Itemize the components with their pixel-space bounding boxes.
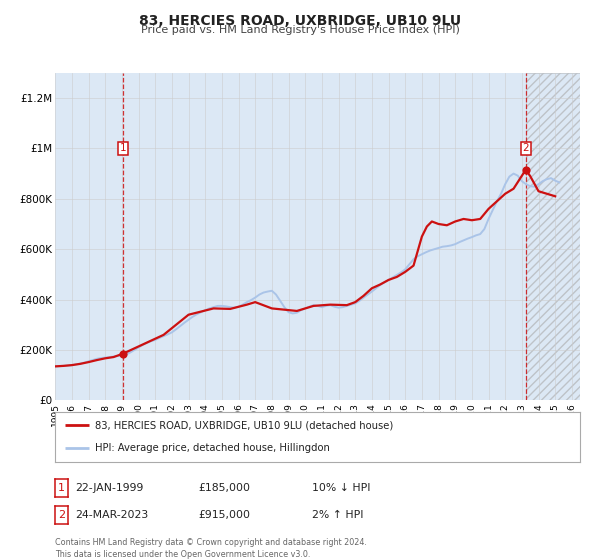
Bar: [526, 73, 580, 400]
Text: £915,000: £915,000: [198, 510, 250, 520]
Text: 83, HERCIES ROAD, UXBRIDGE, UB10 9LU: 83, HERCIES ROAD, UXBRIDGE, UB10 9LU: [139, 14, 461, 28]
Text: 2% ↑ HPI: 2% ↑ HPI: [312, 510, 364, 520]
Text: 24-MAR-2023: 24-MAR-2023: [75, 510, 148, 520]
Point: [521, 165, 530, 174]
Text: HPI: Average price, detached house, Hillingdon: HPI: Average price, detached house, Hill…: [95, 444, 329, 454]
Point: [118, 349, 127, 358]
Text: 1: 1: [119, 143, 126, 153]
Text: 2: 2: [58, 510, 65, 520]
Text: 22-JAN-1999: 22-JAN-1999: [75, 483, 143, 493]
Text: Contains HM Land Registry data © Crown copyright and database right 2024.
This d: Contains HM Land Registry data © Crown c…: [55, 538, 367, 559]
Text: Price paid vs. HM Land Registry's House Price Index (HPI): Price paid vs. HM Land Registry's House …: [140, 25, 460, 35]
Text: 2: 2: [523, 143, 529, 153]
Bar: [526, 73, 580, 400]
Text: 10% ↓ HPI: 10% ↓ HPI: [312, 483, 371, 493]
Text: 1: 1: [58, 483, 65, 493]
Text: £185,000: £185,000: [198, 483, 250, 493]
Text: 83, HERCIES ROAD, UXBRIDGE, UB10 9LU (detached house): 83, HERCIES ROAD, UXBRIDGE, UB10 9LU (de…: [95, 420, 393, 430]
